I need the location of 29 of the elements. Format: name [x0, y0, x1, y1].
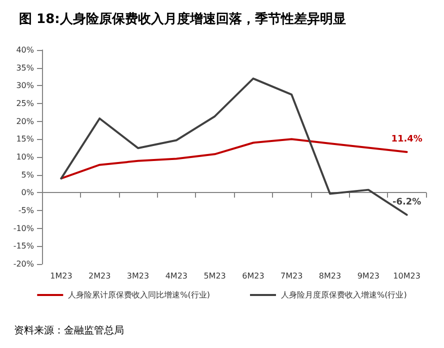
y-tick-label: -15% [13, 242, 34, 251]
data-label: -6.2% [392, 197, 422, 208]
x-tick-label: 4M23 [165, 272, 188, 280]
y-tick-label: 0% [21, 188, 34, 198]
y-tick-label: 35% [16, 63, 34, 72]
x-tick-label: 9M23 [357, 272, 380, 280]
y-tick-label: 5% [21, 170, 34, 180]
legend-label: 人身险累计原保费收入同比增速%(行业) [68, 290, 210, 300]
y-tick-label: -10% [13, 224, 34, 233]
y-tick-label: -20% [13, 260, 34, 268]
y-tick-label: 15% [16, 134, 34, 144]
y-tick-label: 30% [16, 81, 34, 90]
legend-label: 人身险月度原保费收入增速%(行业) [281, 290, 407, 300]
text: 资料来源：金融监管总局 [14, 324, 124, 336]
chart-title: 图 18:人身险原保费收入月度增速回落，季节性差异明显 [19, 11, 346, 27]
x-tick-label: 2M23 [88, 272, 111, 280]
y-tick-label: 20% [16, 116, 34, 126]
data-label: 11.4% [391, 134, 422, 145]
x-tick-label: 1M23 [50, 272, 72, 280]
y-tick-label: 10% [16, 152, 34, 162]
y-tick-label: 40% [16, 46, 34, 54]
x-tick-label: 7M23 [280, 272, 303, 280]
x-tick-label: 8M23 [318, 272, 342, 280]
x-tick-label: 6M23 [242, 272, 264, 280]
y-tick-label: 25% [16, 99, 34, 108]
x-tick-label: 5M23 [204, 272, 226, 280]
x-tick-label: 3M23 [126, 272, 150, 280]
x-tick-label: 10M23 [393, 272, 420, 280]
y-tick-label: -5% [18, 206, 34, 215]
